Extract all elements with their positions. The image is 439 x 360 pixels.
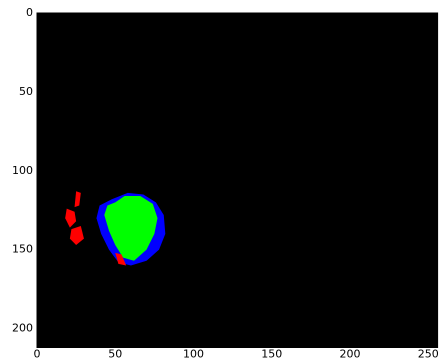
x-tick-label: 0 (34, 348, 41, 360)
x-tick-label: 200 (339, 348, 360, 360)
y-tick-label: 200 (12, 322, 33, 335)
x-tick-label: 150 (261, 348, 282, 360)
y-tick-label: 50 (19, 85, 33, 98)
image-background (37, 13, 438, 348)
x-tick-label: 100 (183, 348, 204, 360)
y-tick-label: 150 (12, 243, 33, 256)
x-tick-label: 250 (418, 348, 439, 360)
x-tick-label: 50 (108, 348, 122, 360)
chart: 0 50 100 150 200 250 0 50 100 150 200 (0, 0, 439, 360)
y-tick-label: 0 (26, 6, 33, 19)
y-tick-label: 100 (12, 164, 33, 177)
